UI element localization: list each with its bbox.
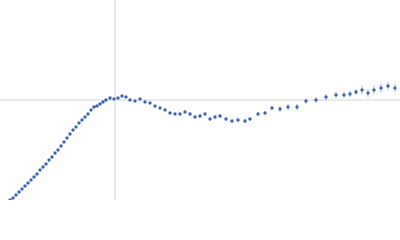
chart <box>0 0 400 200</box>
point <box>41 165 45 169</box>
point <box>236 118 240 122</box>
point <box>360 88 364 92</box>
point <box>68 132 72 136</box>
point <box>108 96 112 100</box>
point <box>324 95 328 99</box>
point <box>11 196 15 200</box>
point <box>148 101 152 105</box>
point <box>203 112 207 116</box>
point <box>314 98 318 102</box>
point <box>59 144 63 148</box>
point <box>14 193 18 197</box>
point <box>354 90 358 94</box>
point <box>8 198 12 200</box>
point <box>334 93 338 97</box>
point <box>218 114 222 118</box>
point <box>74 125 78 129</box>
point <box>168 111 172 115</box>
point <box>143 100 147 104</box>
point <box>133 99 137 103</box>
point <box>104 98 108 102</box>
page: (() => { const data = JSON.parse(documen… <box>0 0 400 200</box>
point <box>89 108 93 112</box>
point <box>29 178 33 182</box>
point <box>101 100 105 104</box>
point <box>128 98 132 102</box>
point <box>295 105 299 109</box>
point <box>348 92 352 96</box>
point <box>62 140 66 144</box>
point <box>17 190 21 194</box>
point <box>224 117 228 121</box>
point <box>379 86 383 90</box>
point <box>178 112 182 116</box>
point <box>92 105 96 109</box>
point <box>124 95 128 99</box>
point <box>80 118 84 122</box>
point <box>95 104 99 108</box>
point <box>342 93 346 97</box>
point <box>44 162 48 166</box>
point <box>38 168 42 172</box>
point <box>248 117 252 121</box>
point <box>116 96 120 100</box>
point <box>138 97 142 101</box>
point <box>173 112 177 116</box>
point <box>153 104 157 108</box>
point <box>56 148 60 152</box>
point <box>193 115 197 119</box>
point <box>77 121 81 125</box>
point <box>23 184 27 188</box>
point <box>198 114 202 118</box>
point <box>183 110 187 114</box>
point <box>278 107 282 111</box>
point <box>163 108 167 112</box>
point <box>286 105 290 109</box>
point <box>270 106 274 110</box>
point <box>65 136 69 140</box>
point <box>35 172 39 176</box>
point <box>26 181 30 185</box>
point <box>243 119 247 123</box>
point <box>263 111 267 115</box>
point <box>188 112 192 116</box>
point <box>20 187 24 191</box>
point <box>47 158 51 162</box>
point <box>386 84 390 88</box>
point <box>112 97 116 101</box>
point <box>83 115 87 119</box>
point <box>32 175 36 179</box>
point <box>366 91 370 95</box>
point <box>393 86 397 90</box>
point <box>71 128 75 132</box>
point <box>213 115 217 119</box>
point <box>50 155 54 159</box>
point <box>230 119 234 123</box>
point <box>53 151 57 155</box>
point <box>98 102 102 106</box>
point <box>256 112 260 116</box>
point <box>208 117 212 121</box>
point <box>120 94 124 98</box>
point <box>86 112 90 116</box>
point <box>158 106 162 110</box>
point <box>372 88 376 92</box>
point <box>304 99 308 103</box>
